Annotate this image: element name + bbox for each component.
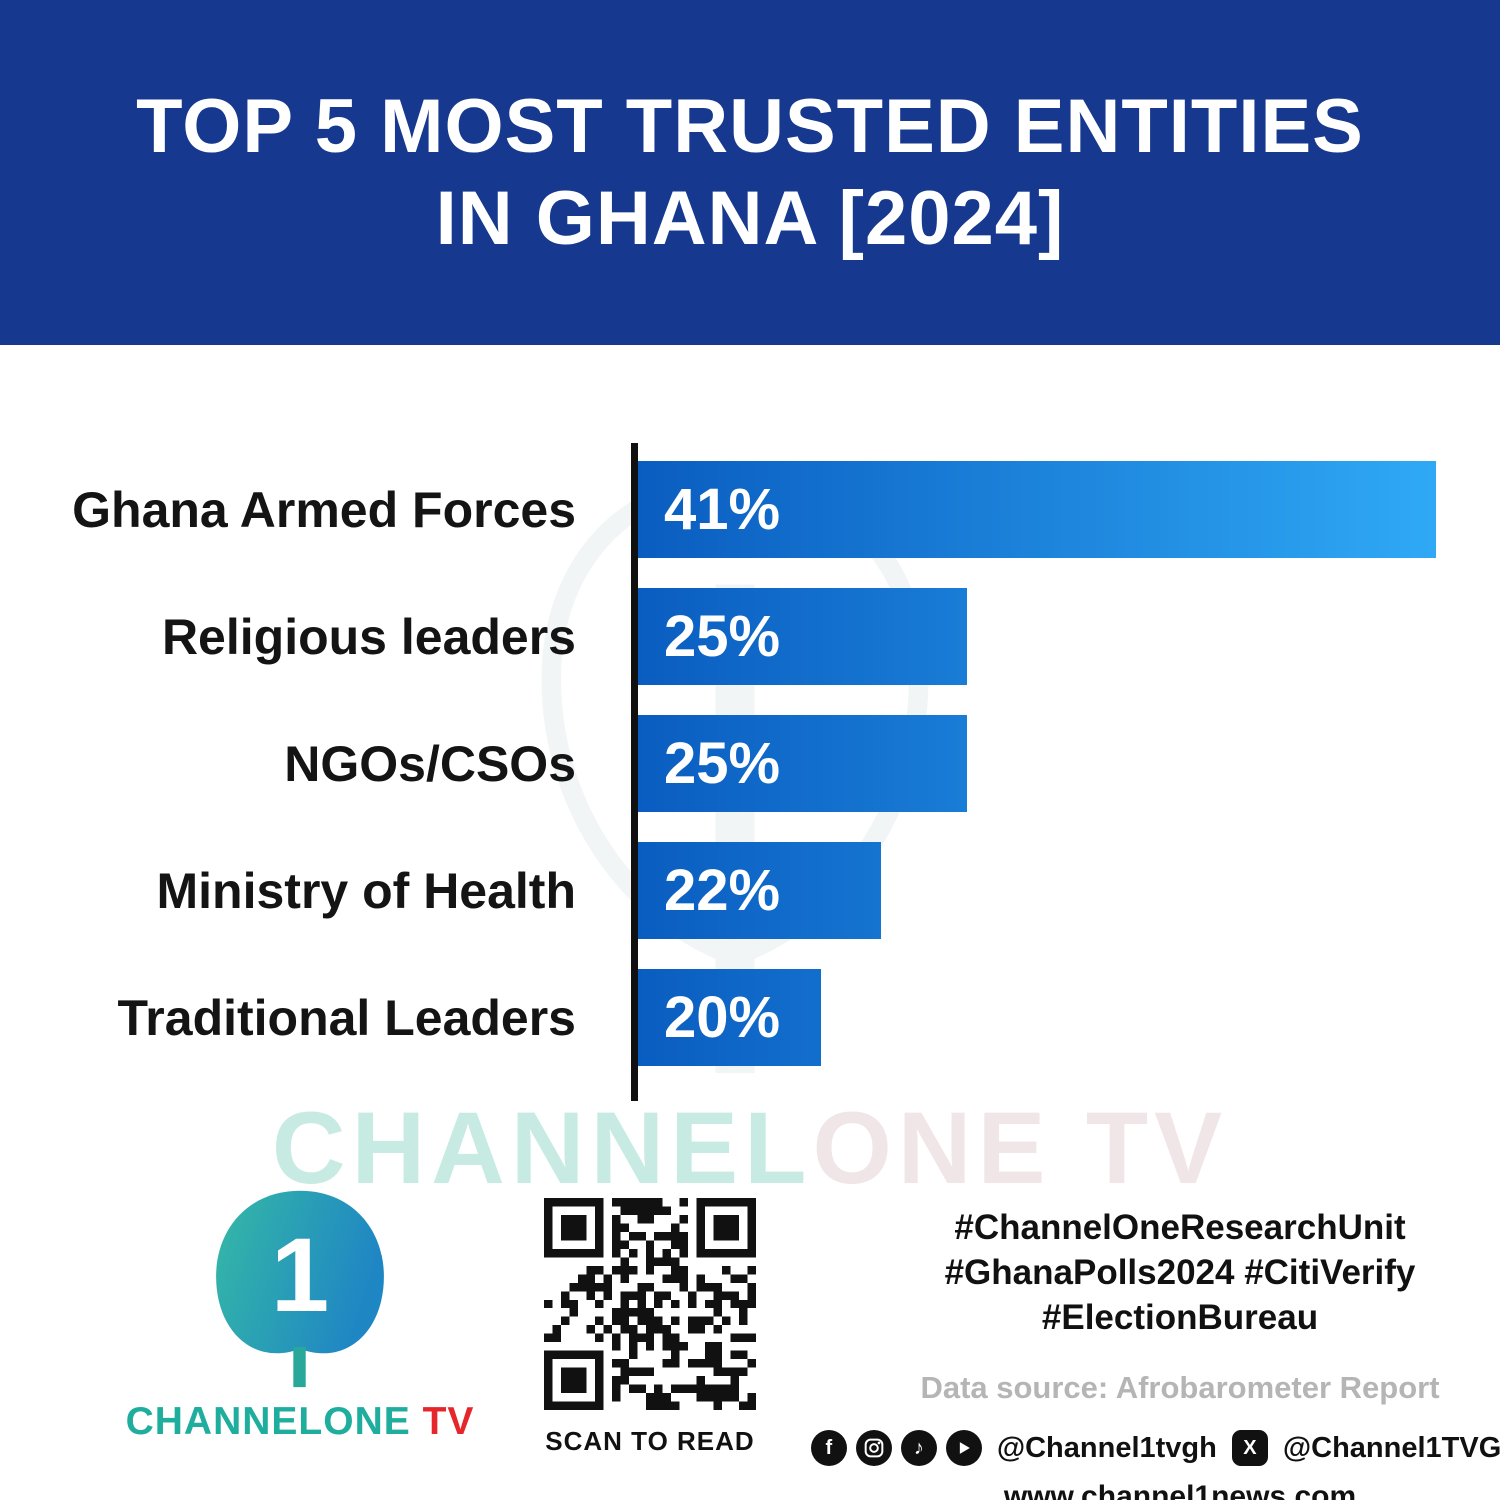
hashtag-line: #ChannelOneResearchUnit — [954, 1208, 1406, 1247]
qr-caption: SCAN TO READ — [545, 1426, 755, 1456]
qr-code — [544, 1198, 756, 1410]
bar-value-label: 41% — [664, 477, 781, 542]
footer-info-block: #ChannelOneResearchUnit #GhanaPolls2024 #… — [810, 1205, 1500, 1500]
chart-axis-line — [631, 443, 638, 1101]
bar-category-label: Ministry of Health — [156, 862, 576, 919]
tiktok-icon: ♪ — [900, 1430, 937, 1466]
bar: 41% — [638, 461, 1436, 558]
page-title-line-1: TOP 5 MOST TRUSTED ENTITIES — [136, 84, 1364, 170]
bar-category-label: Ghana Armed Forces — [72, 481, 576, 538]
channel-one-wordmark: CHANNELONE TV — [120, 1400, 480, 1444]
bar: 22% — [638, 842, 881, 939]
bar-category-label: NGOs/CSOs — [284, 735, 576, 792]
bar: 20% — [638, 969, 821, 1066]
x-icon: X — [1231, 1430, 1268, 1466]
bar-value-label: 25% — [664, 731, 781, 796]
bar-chart: Ghana Armed Forces 41% Religious leaders 25… — [0, 461, 1500, 1066]
page-title-line-2: IN GHANA [2024] — [435, 175, 1065, 261]
bar-value-label: 20% — [664, 985, 781, 1050]
website-url: www.channel1news.com — [1003, 1480, 1357, 1500]
bar: 25% — [638, 715, 967, 812]
data-source-note: Data source: Afrobarometer Report — [920, 1370, 1440, 1405]
bar: 25% — [638, 588, 967, 685]
hashtags: #ChannelOneResearchUnit #GhanaPolls2024 #… — [895, 1205, 1465, 1340]
social-row: f ♪ @Channel1tvgh X @Channel1TVGHA — [810, 1430, 1500, 1466]
social-handle-2: @Channel1TVGHA — [1282, 1431, 1500, 1464]
bar-value-label: 25% — [664, 604, 781, 669]
channel-one-logo-icon: 1 — [216, 1190, 384, 1388]
logo-digit: 1 — [271, 1217, 329, 1334]
instagram-icon — [855, 1430, 892, 1466]
bar-category-label: Religious leaders — [161, 608, 576, 665]
header-banner: TOP 5 MOST TRUSTED ENTITIES IN GHANA [20… — [0, 0, 1500, 345]
watermark-part-2: ONE TV — [812, 1091, 1229, 1205]
hashtag-line: #ElectionBureau — [1041, 1298, 1319, 1337]
youtube-icon — [945, 1430, 982, 1466]
chart-row: Religious leaders 25% — [0, 588, 1500, 685]
facebook-icon: f — [810, 1430, 847, 1466]
chart-row: Traditional Leaders 20% — [0, 969, 1500, 1066]
hashtag-line: #GhanaPolls2024 #CitiVerify — [944, 1253, 1416, 1292]
chart-row: Ghana Armed Forces 41% — [0, 461, 1500, 558]
channel-one-logo-block: 1 CHANNELONE TV — [120, 1185, 480, 1444]
wordmark-channelone: CHANNELONE — [125, 1400, 411, 1443]
wordmark-tv: TV — [410, 1400, 475, 1443]
qr-block: SCAN TO READ — [538, 1198, 762, 1457]
bar-category-label: Traditional Leaders — [117, 989, 576, 1046]
chart-row: Ministry of Health 22% — [0, 842, 1500, 939]
social-handle-1: @Channel1tvgh — [996, 1431, 1217, 1464]
bar-value-label: 22% — [664, 858, 781, 923]
chart-row: NGOs/CSOs 25% — [0, 715, 1500, 812]
